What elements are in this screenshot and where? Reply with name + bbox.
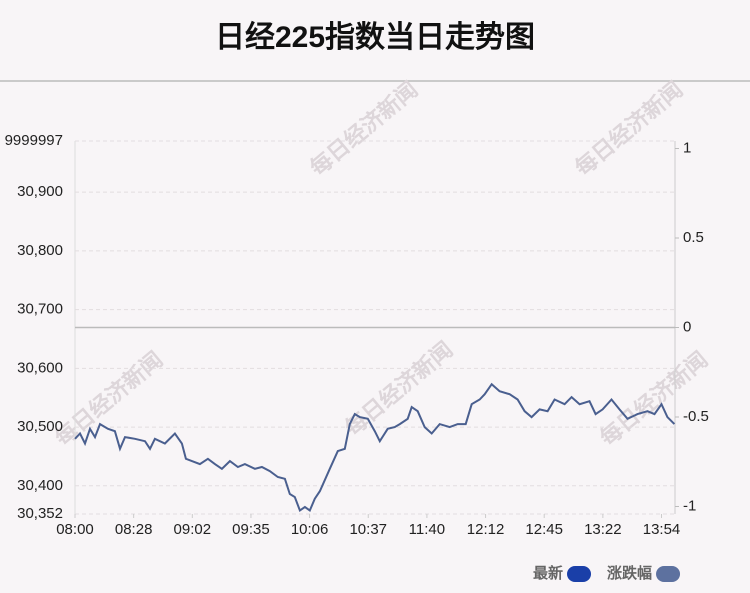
x-tick-label: 13:54 bbox=[643, 521, 681, 538]
x-tick-label: 11:40 bbox=[409, 521, 445, 538]
price-line bbox=[74, 382, 676, 513]
y2-tick-label: 1 bbox=[683, 139, 691, 156]
legend-label: 涨跌幅 bbox=[607, 564, 652, 582]
x-tick-label: 12:45 bbox=[525, 521, 563, 538]
y-tick-label: 9999997 bbox=[5, 132, 63, 149]
y-tick-label: 30,700 bbox=[17, 301, 63, 318]
x-tick-label: 10:06 bbox=[291, 521, 329, 538]
y-tick-label: 30,800 bbox=[17, 242, 63, 259]
chart-title: 日经225指数当日走势图 bbox=[215, 20, 535, 54]
watermark: 每日经济新闻 bbox=[305, 77, 422, 181]
watermark: 每日经济新闻 bbox=[570, 77, 687, 181]
x-tick-label: 08:28 bbox=[115, 521, 153, 538]
x-tick-label: 13:22 bbox=[584, 521, 622, 538]
y2-tick-label: -0.5 bbox=[683, 408, 709, 425]
y-tick-label: 30,500 bbox=[17, 418, 63, 435]
y-tick-label: 30,352 bbox=[17, 505, 63, 522]
x-tick-label: 08:00 bbox=[56, 521, 94, 538]
x-tick-label: 10:37 bbox=[349, 521, 387, 538]
legend-label: 最新 bbox=[533, 564, 563, 582]
x-tick-label: 09:35 bbox=[232, 521, 270, 538]
legend-swatch bbox=[656, 566, 681, 582]
legend-swatch bbox=[567, 566, 592, 582]
x-tick-label: 09:02 bbox=[174, 521, 212, 538]
y-tick-label: 30,400 bbox=[17, 477, 63, 494]
y-tick-label: 30,900 bbox=[17, 183, 63, 200]
watermark: 每日经济新闻 bbox=[50, 347, 167, 451]
y2-tick-label: 0.5 bbox=[683, 229, 704, 246]
watermark: 每日经济新闻 bbox=[595, 347, 712, 451]
y2-tick-label: 0 bbox=[683, 318, 691, 335]
y-tick-label: 30,600 bbox=[17, 359, 63, 376]
x-tick-label: 12:12 bbox=[467, 521, 505, 538]
y2-tick-label: -1 bbox=[683, 497, 696, 514]
